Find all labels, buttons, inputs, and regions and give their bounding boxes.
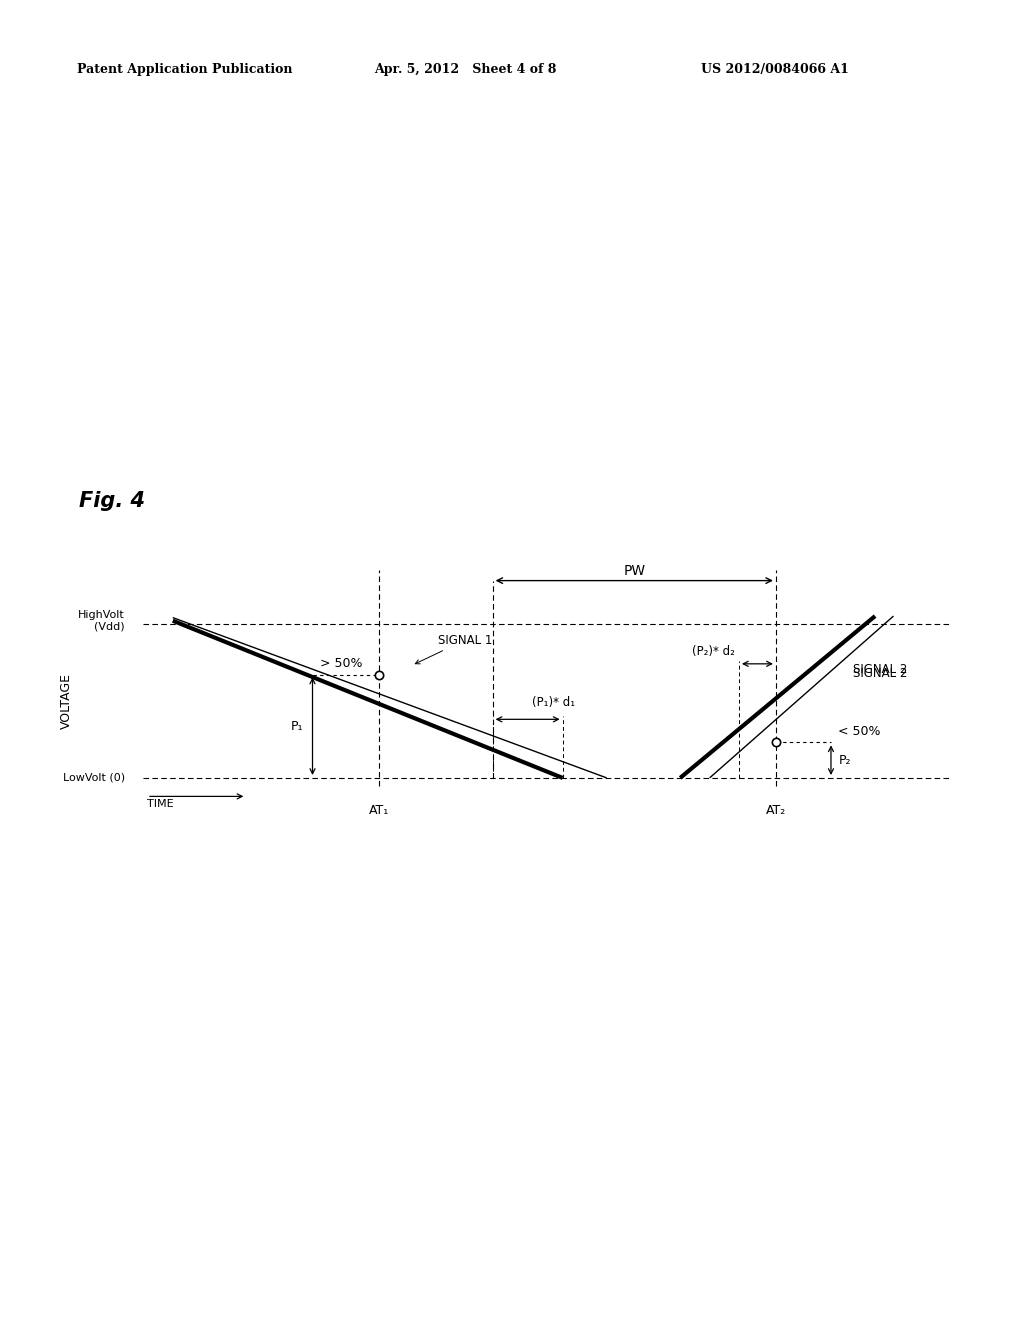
Text: (P₂)* d₂: (P₂)* d₂ xyxy=(692,644,735,657)
Text: HighVolt
(Vdd): HighVolt (Vdd) xyxy=(78,610,125,631)
Text: US 2012/0084066 A1: US 2012/0084066 A1 xyxy=(701,63,849,77)
Text: VOLTAGE: VOLTAGE xyxy=(59,673,73,729)
Text: PW: PW xyxy=(624,564,645,578)
Text: AT₁: AT₁ xyxy=(369,804,389,817)
Text: (P₁)* d₁: (P₁)* d₁ xyxy=(531,696,574,709)
Text: SIGNAL 2: SIGNAL 2 xyxy=(853,667,907,680)
Text: > 50%: > 50% xyxy=(319,657,362,671)
Text: SIGNAL 1: SIGNAL 1 xyxy=(416,634,492,664)
Text: AT₂: AT₂ xyxy=(766,804,786,817)
Text: Apr. 5, 2012   Sheet 4 of 8: Apr. 5, 2012 Sheet 4 of 8 xyxy=(374,63,556,77)
Text: P₁: P₁ xyxy=(291,719,304,733)
Text: P₂: P₂ xyxy=(839,754,851,767)
Text: < 50%: < 50% xyxy=(839,725,881,738)
Text: Fig. 4: Fig. 4 xyxy=(79,491,144,511)
Text: TIME: TIME xyxy=(147,800,174,809)
Text: SIGNAL 2: SIGNAL 2 xyxy=(853,663,907,676)
Text: LowVolt (0): LowVolt (0) xyxy=(62,774,125,783)
Text: Patent Application Publication: Patent Application Publication xyxy=(77,63,292,77)
